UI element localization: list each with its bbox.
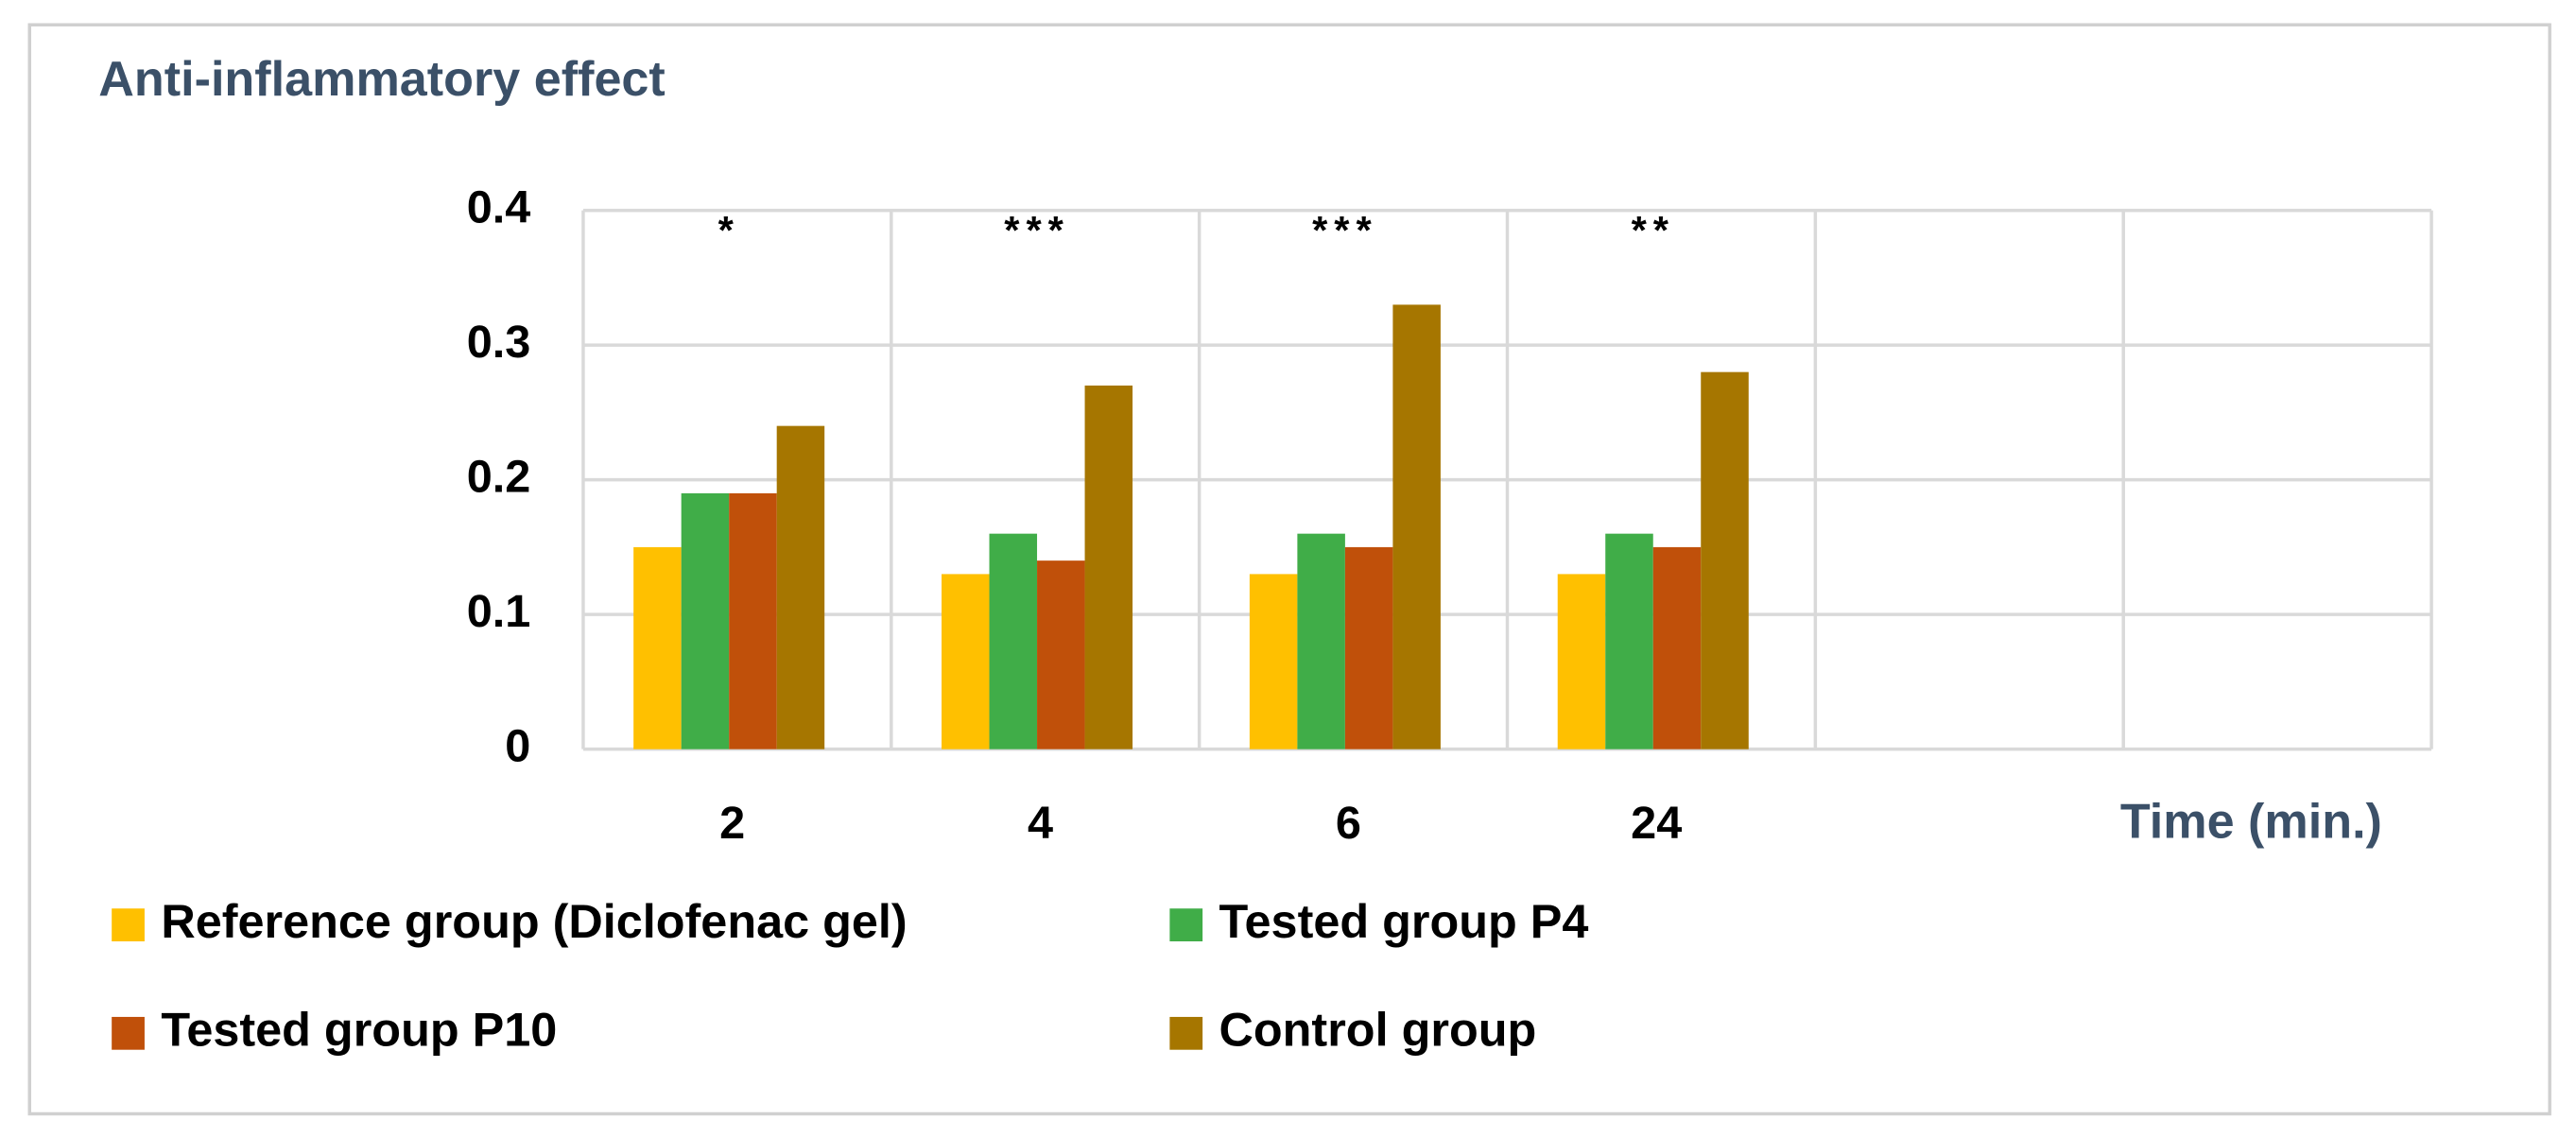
bar bbox=[1701, 371, 1749, 749]
bar bbox=[1392, 304, 1441, 749]
chart-border bbox=[27, 23, 2551, 1116]
x-tick-label: 2 bbox=[719, 798, 745, 849]
legend-label: Control group bbox=[1219, 1003, 1537, 1057]
bar bbox=[633, 546, 682, 749]
bar bbox=[1037, 560, 1085, 749]
bar bbox=[681, 492, 730, 749]
bar bbox=[776, 425, 825, 749]
y-tick-label: 0.4 bbox=[467, 182, 531, 233]
bar bbox=[1297, 533, 1345, 749]
legend-label: Reference group (Diclofenac gel) bbox=[161, 894, 907, 948]
bar bbox=[729, 492, 777, 749]
legend-swatch bbox=[112, 1016, 145, 1050]
legend-label: Tested group P4 bbox=[1219, 894, 1589, 948]
y-tick-label: 0 bbox=[505, 721, 530, 772]
x-axis-label: Time (min.) bbox=[2120, 794, 2382, 849]
y-tick-label: 0.2 bbox=[467, 452, 531, 503]
bar bbox=[942, 574, 990, 749]
bar bbox=[1605, 533, 1653, 749]
significance-annotation: *** bbox=[1312, 208, 1378, 252]
y-tick-label: 0.3 bbox=[467, 317, 531, 368]
significance-annotation: *** bbox=[1004, 208, 1070, 252]
x-tick-label: 6 bbox=[1336, 798, 1361, 849]
y-tick-label: 0.1 bbox=[467, 586, 531, 637]
x-tick-label: 4 bbox=[1028, 798, 1053, 849]
bar bbox=[1084, 385, 1133, 749]
bar bbox=[1652, 546, 1702, 749]
chart-title: Anti-inflammatory effect bbox=[98, 52, 666, 107]
x-tick-label: 24 bbox=[1631, 798, 1682, 849]
bar bbox=[989, 533, 1038, 749]
legend-label: Tested group P10 bbox=[161, 1003, 557, 1057]
bar bbox=[1344, 546, 1393, 749]
legend-swatch bbox=[1169, 1016, 1203, 1050]
bar bbox=[1249, 574, 1298, 749]
significance-annotation: * bbox=[718, 208, 740, 252]
bar bbox=[1557, 574, 1606, 749]
legend-swatch bbox=[1169, 908, 1203, 941]
legend-swatch bbox=[112, 908, 145, 941]
significance-annotation: ** bbox=[1632, 208, 1675, 252]
